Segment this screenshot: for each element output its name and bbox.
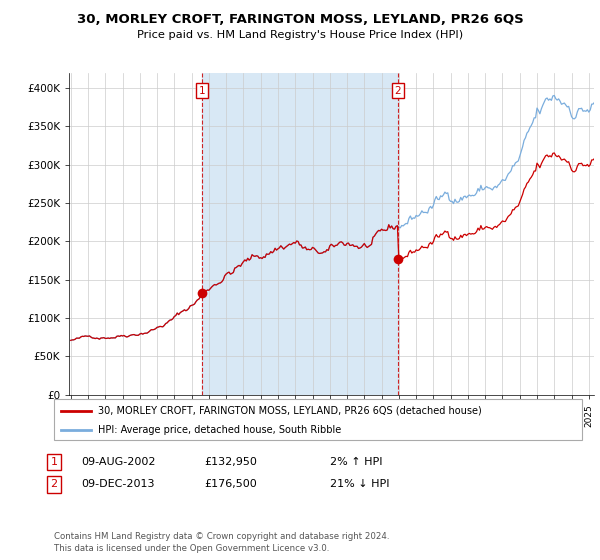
Text: 2: 2 <box>50 479 58 489</box>
Text: 30, MORLEY CROFT, FARINGTON MOSS, LEYLAND, PR26 6QS: 30, MORLEY CROFT, FARINGTON MOSS, LEYLAN… <box>77 13 523 26</box>
Text: Price paid vs. HM Land Registry's House Price Index (HPI): Price paid vs. HM Land Registry's House … <box>137 30 463 40</box>
Text: HPI: Average price, detached house, South Ribble: HPI: Average price, detached house, Sout… <box>98 424 341 435</box>
Text: £132,950: £132,950 <box>204 457 257 467</box>
Text: 1: 1 <box>50 457 58 467</box>
Text: 09-DEC-2013: 09-DEC-2013 <box>81 479 155 489</box>
Text: 2% ↑ HPI: 2% ↑ HPI <box>330 457 383 467</box>
Text: 1: 1 <box>199 86 205 96</box>
Text: 30, MORLEY CROFT, FARINGTON MOSS, LEYLAND, PR26 6QS (detached house): 30, MORLEY CROFT, FARINGTON MOSS, LEYLAN… <box>98 405 482 416</box>
Text: Contains HM Land Registry data © Crown copyright and database right 2024.
This d: Contains HM Land Registry data © Crown c… <box>54 532 389 553</box>
Text: 2: 2 <box>394 86 401 96</box>
Bar <box>202 73 398 395</box>
Text: 21% ↓ HPI: 21% ↓ HPI <box>330 479 389 489</box>
Text: 09-AUG-2002: 09-AUG-2002 <box>81 457 155 467</box>
Text: £176,500: £176,500 <box>204 479 257 489</box>
